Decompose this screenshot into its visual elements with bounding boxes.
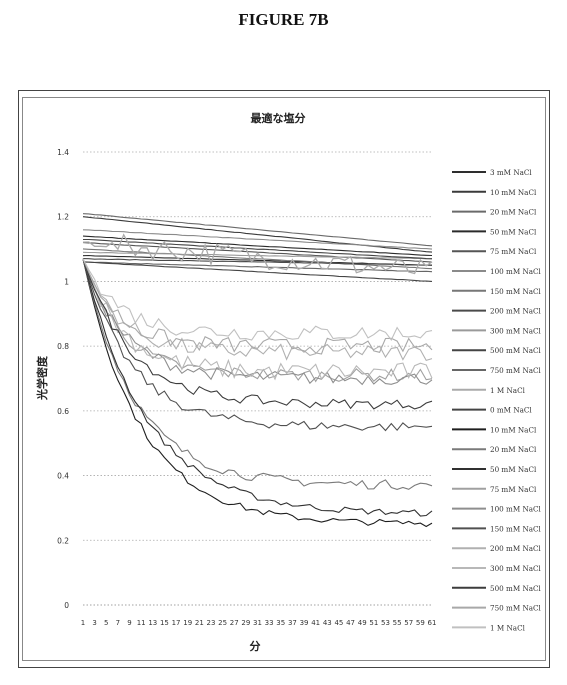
x-tick-label: 25 [218, 619, 227, 627]
legend-label: 100 mM NaCl [490, 267, 542, 276]
series-line [83, 259, 432, 527]
x-tick-label: 15 [160, 619, 169, 627]
legend-label: 1 M NaCl [490, 623, 526, 632]
y-tick-label: 1.2 [57, 213, 69, 222]
legend-label: 75 mM NaCl [490, 247, 537, 256]
series-line [83, 259, 432, 516]
x-tick-label: 59 [416, 619, 425, 627]
x-tick-label: 19 [183, 619, 192, 627]
x-tick-label: 5 [104, 619, 108, 627]
x-tick-label: 27 [230, 619, 239, 627]
legend-label: 10 mM NaCl [490, 188, 537, 197]
x-tick-label: 57 [404, 619, 413, 627]
x-tick-label: 23 [207, 619, 216, 627]
x-axis-label: 分 [250, 639, 261, 653]
legend-label: 300 mM NaCl [490, 564, 542, 573]
y-tick-label: 0 [64, 601, 69, 610]
legend-label: 20 mM NaCl [490, 445, 537, 454]
series-line [83, 259, 432, 379]
x-tick-label: 9 [127, 619, 131, 627]
legend-label: 50 mM NaCl [490, 465, 537, 474]
x-tick-label: 41 [311, 619, 320, 627]
x-tick-label: 11 [137, 619, 146, 627]
x-tick-label: 37 [288, 619, 297, 627]
x-tick-label: 35 [276, 619, 285, 627]
y-axis-label: 光学密度 [35, 355, 49, 401]
x-tick-label: 3 [92, 619, 96, 627]
legend-label: 300 mM NaCl [490, 326, 542, 335]
legend-label: 50 mM NaCl [490, 227, 537, 236]
y-tick-label: 1 [64, 277, 69, 286]
legend-label: 200 mM NaCl [490, 307, 542, 316]
x-tick-label: 53 [381, 619, 390, 627]
series-layer [83, 214, 432, 527]
legend-label: 1 M NaCl [490, 386, 526, 395]
legend-label: 100 mM NaCl [490, 505, 542, 514]
x-tick-label: 61 [428, 619, 437, 627]
y-tick-label: 0.2 [57, 536, 69, 545]
x-tick-label: 31 [253, 619, 262, 627]
legend-label: 500 mM NaCl [490, 346, 542, 355]
legend-label: 750 mM NaCl [490, 366, 542, 375]
series-line [83, 259, 432, 361]
x-tick-label: 43 [323, 619, 332, 627]
legend-label: 20 mM NaCl [490, 208, 537, 217]
legend-label: 10 mM NaCl [490, 425, 537, 434]
legend-label: 150 mM NaCl [490, 287, 542, 296]
legend-label: 150 mM NaCl [490, 524, 542, 533]
series-line [83, 259, 432, 409]
legend-label: 200 mM NaCl [490, 544, 542, 553]
series-line [83, 259, 432, 340]
chart-title: 最適な塩分 [251, 111, 306, 125]
series-line [83, 214, 432, 246]
x-tick-label: 49 [358, 619, 367, 627]
x-tick-label: 55 [393, 619, 402, 627]
legend: 3 mM NaCl 10 mM NaCl 20 mM NaCl 50 mM NaCl 7… [452, 168, 542, 632]
legend-label: 750 mM NaCl [490, 604, 542, 613]
x-tick-label: 39 [300, 619, 309, 627]
x-tick-label: 33 [265, 619, 274, 627]
y-tick-label: 1.4 [57, 148, 69, 157]
y-tick-label: 0.8 [57, 342, 69, 351]
x-tick-label: 47 [346, 619, 355, 627]
series-line [83, 259, 432, 382]
y-tick-label: 0.6 [57, 407, 69, 416]
x-tick-label: 13 [148, 619, 157, 627]
x-tick-label: 7 [116, 619, 120, 627]
series-line [83, 259, 432, 490]
x-tick-label: 17 [172, 619, 181, 627]
legend-label: 75 mM NaCl [490, 485, 537, 494]
series-line [83, 262, 432, 272]
legend-label: 0 mM NaCl [490, 406, 532, 415]
legend-label: 3 mM NaCl [490, 168, 532, 177]
x-tick-label: 51 [369, 619, 378, 627]
y-tick-label: 0.4 [57, 472, 69, 481]
x-tick-label: 29 [241, 619, 250, 627]
legend-label: 500 mM NaCl [490, 584, 542, 593]
x-tick-label: 45 [334, 619, 343, 627]
x-tick-label: 21 [195, 619, 204, 627]
x-tick-label: 1 [81, 619, 85, 627]
series-line [83, 217, 432, 252]
series-line [83, 259, 432, 354]
